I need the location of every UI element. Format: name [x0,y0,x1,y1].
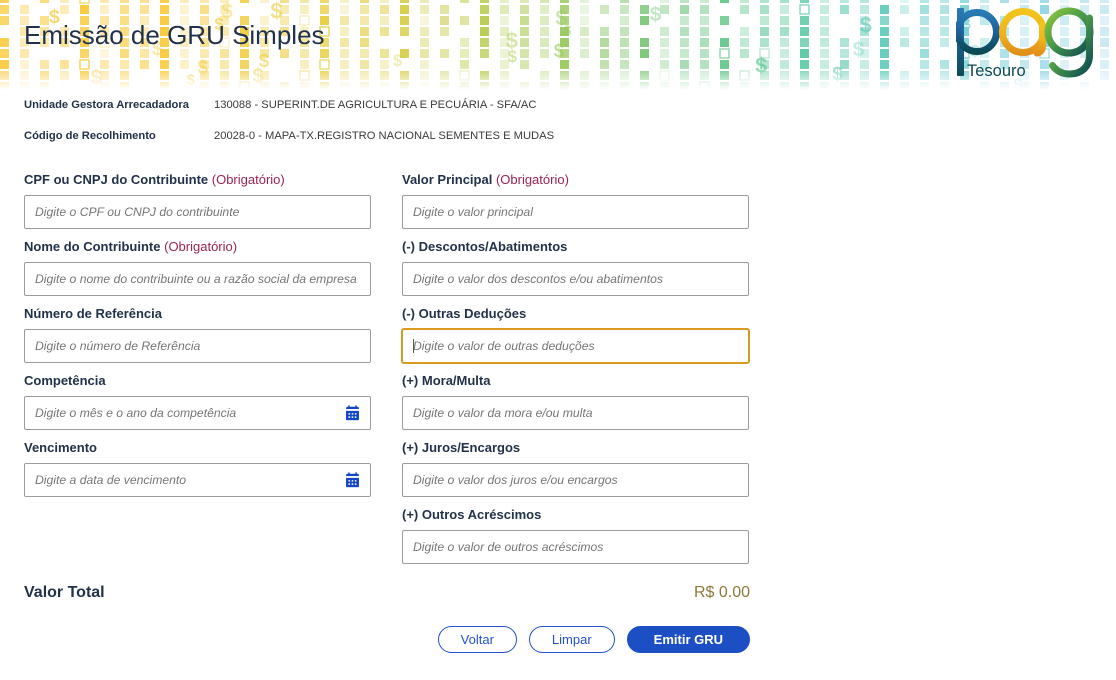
svg-text:$: $ [554,40,564,61]
svg-text:$: $ [198,58,209,79]
svg-text:$: $ [91,67,102,89]
svg-text:$: $ [458,79,470,90]
svg-text:$: $ [187,72,196,89]
svg-text:$: $ [555,5,567,30]
svg-text:$: $ [755,55,767,78]
svg-text:$: $ [860,13,872,38]
svg-text:$: $ [259,50,270,71]
svg-text:$: $ [393,52,402,70]
svg-text:$: $ [506,28,518,53]
svg-text:$: $ [650,4,662,26]
svg-text:$: $ [853,38,865,61]
svg-text:$: $ [832,63,843,84]
svg-text:Tesouro: Tesouro [967,62,1026,80]
